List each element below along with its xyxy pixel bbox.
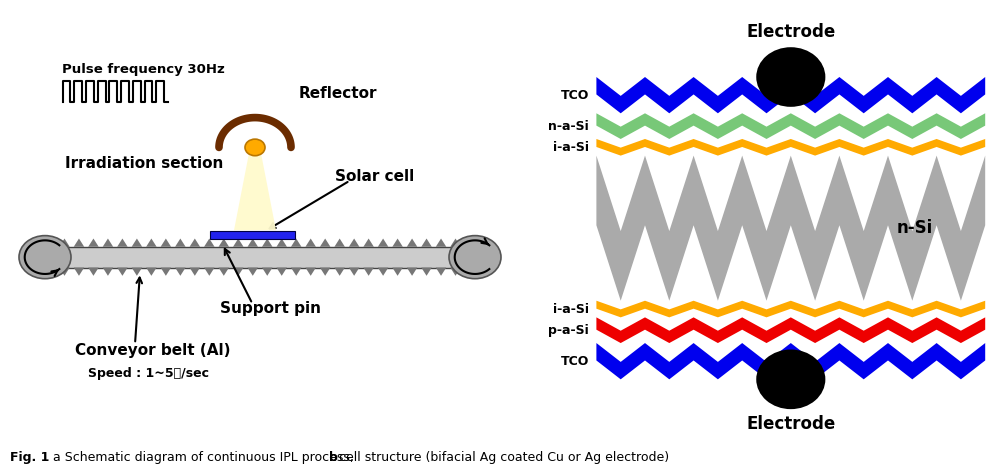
- Text: Reflector: Reflector: [298, 86, 377, 101]
- Polygon shape: [175, 268, 186, 276]
- Polygon shape: [234, 156, 276, 230]
- Polygon shape: [248, 268, 258, 276]
- Polygon shape: [59, 268, 70, 276]
- Text: Electrode: Electrode: [746, 23, 835, 41]
- Polygon shape: [305, 268, 316, 276]
- Circle shape: [756, 47, 825, 107]
- Polygon shape: [175, 238, 186, 247]
- Text: n-Si: n-Si: [896, 219, 932, 237]
- Polygon shape: [103, 238, 113, 247]
- Polygon shape: [88, 238, 99, 247]
- Polygon shape: [378, 268, 388, 276]
- Polygon shape: [262, 268, 272, 276]
- Text: a Schematic diagram of continuous IPL process,: a Schematic diagram of continuous IPL pr…: [45, 451, 358, 464]
- Polygon shape: [436, 238, 446, 247]
- Polygon shape: [320, 268, 330, 276]
- Polygon shape: [161, 268, 171, 276]
- Polygon shape: [436, 268, 446, 276]
- Polygon shape: [262, 238, 272, 247]
- Polygon shape: [59, 238, 70, 247]
- Polygon shape: [407, 238, 417, 247]
- Polygon shape: [103, 268, 113, 276]
- Polygon shape: [363, 268, 374, 276]
- Circle shape: [245, 139, 265, 156]
- Polygon shape: [465, 268, 475, 276]
- Text: TCO: TCO: [561, 355, 589, 367]
- Circle shape: [449, 236, 501, 278]
- Polygon shape: [465, 238, 475, 247]
- Polygon shape: [146, 268, 157, 276]
- Polygon shape: [219, 268, 229, 276]
- Polygon shape: [349, 268, 359, 276]
- Polygon shape: [421, 268, 432, 276]
- Text: n-a-Si: n-a-Si: [548, 119, 589, 133]
- Polygon shape: [161, 238, 171, 247]
- Polygon shape: [392, 238, 403, 247]
- Polygon shape: [407, 268, 417, 276]
- Polygon shape: [219, 238, 229, 247]
- Text: Fig. 1: Fig. 1: [10, 451, 49, 464]
- Polygon shape: [132, 268, 142, 276]
- Polygon shape: [291, 238, 301, 247]
- Polygon shape: [74, 238, 84, 247]
- Text: b: b: [329, 451, 338, 464]
- Polygon shape: [132, 238, 142, 247]
- Polygon shape: [378, 238, 388, 247]
- Polygon shape: [45, 238, 55, 247]
- Circle shape: [19, 236, 71, 278]
- Polygon shape: [190, 268, 200, 276]
- Bar: [210, 231, 295, 239]
- Text: Electrode: Electrode: [746, 416, 835, 433]
- Polygon shape: [334, 238, 345, 247]
- Polygon shape: [596, 301, 985, 317]
- Polygon shape: [596, 113, 985, 139]
- Text: i-a-Si: i-a-Si: [553, 303, 589, 316]
- Polygon shape: [596, 343, 985, 379]
- Polygon shape: [190, 238, 200, 247]
- Polygon shape: [146, 238, 157, 247]
- Polygon shape: [450, 268, 461, 276]
- Polygon shape: [596, 77, 985, 113]
- Circle shape: [756, 349, 825, 409]
- Polygon shape: [421, 238, 432, 247]
- Polygon shape: [204, 268, 215, 276]
- Polygon shape: [596, 139, 985, 156]
- Text: cell structure (bifacial Ag coated Cu or Ag electrode): cell structure (bifacial Ag coated Cu or…: [335, 451, 669, 464]
- Polygon shape: [334, 268, 345, 276]
- Polygon shape: [363, 238, 374, 247]
- Polygon shape: [291, 268, 301, 276]
- Text: TCO: TCO: [561, 89, 589, 102]
- Polygon shape: [117, 268, 128, 276]
- Polygon shape: [305, 238, 316, 247]
- Text: Speed : 1~5㎤/sec: Speed : 1~5㎤/sec: [88, 367, 208, 380]
- Text: p-a-Si: p-a-Si: [548, 324, 589, 337]
- Polygon shape: [276, 268, 287, 276]
- Text: Irradiation section: Irradiation section: [65, 157, 223, 171]
- Text: Solar cell: Solar cell: [335, 169, 414, 184]
- Text: i-a-Si: i-a-Si: [553, 141, 589, 154]
- Polygon shape: [117, 238, 128, 247]
- Text: Pulse frequency 30Hz: Pulse frequency 30Hz: [62, 63, 225, 76]
- Polygon shape: [233, 238, 244, 247]
- Polygon shape: [349, 238, 359, 247]
- Text: Conveyor belt (Al): Conveyor belt (Al): [75, 343, 230, 358]
- Polygon shape: [450, 238, 461, 247]
- Polygon shape: [320, 238, 330, 247]
- Polygon shape: [74, 268, 84, 276]
- Polygon shape: [233, 268, 244, 276]
- Bar: [45, 247, 475, 268]
- Text: Support pin: Support pin: [220, 301, 320, 317]
- Polygon shape: [248, 238, 258, 247]
- Polygon shape: [596, 317, 985, 343]
- Polygon shape: [596, 156, 985, 301]
- Polygon shape: [392, 268, 403, 276]
- Polygon shape: [88, 268, 99, 276]
- Polygon shape: [204, 238, 215, 247]
- Polygon shape: [45, 268, 55, 276]
- Polygon shape: [276, 238, 287, 247]
